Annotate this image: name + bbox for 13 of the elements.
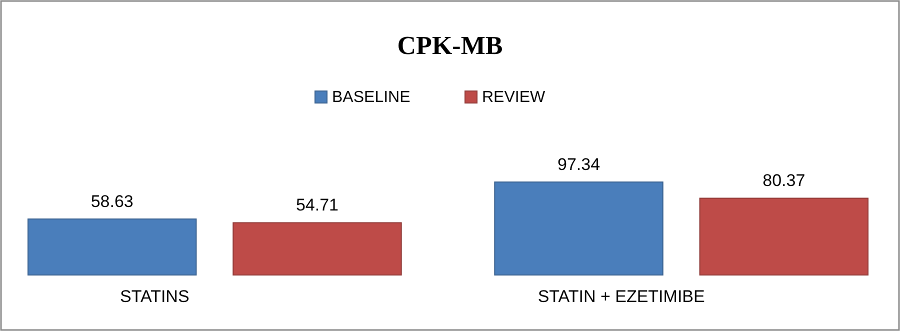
bar [232,222,402,276]
bar [699,198,868,276]
bar [494,182,664,276]
x-tick-label: STATINS [120,287,190,306]
data-label: 54.71 [296,196,339,215]
legend-label: BASELINE [332,89,410,106]
bar [28,218,197,276]
data-label: 80.37 [762,171,806,190]
data-label: 97.34 [557,155,600,174]
legend-label: REVIEW [482,89,546,106]
chart-title: CPK-MB [397,31,503,60]
x-tick-label: STATIN + EZETIMIBE [538,287,705,306]
data-label: 58.63 [90,192,134,211]
